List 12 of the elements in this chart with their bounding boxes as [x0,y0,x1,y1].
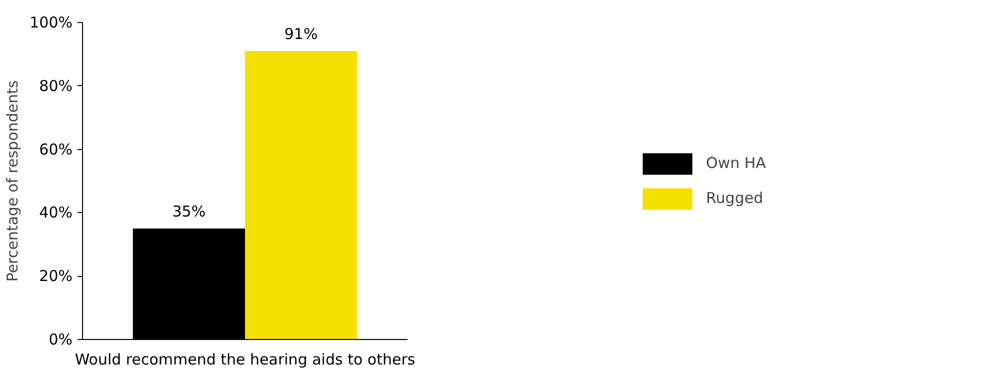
y-tick-label: 100% [30,14,73,32]
data-label: 91% [284,25,318,44]
y-tick-label: 0% [48,330,72,348]
data-label: 35% [172,202,206,221]
y-tick-label: 60% [39,140,73,158]
y-tick-label: 40% [39,204,73,222]
y-tick-label: 20% [39,267,73,286]
legend-label: Rugged [706,189,764,207]
legend-label: Own HA [706,154,766,172]
y-axis-title: Percentage of respondents [4,80,22,282]
y-tick-label: 80% [39,76,73,95]
x-tick-label: Would recommend the hearing aids to others [74,350,416,368]
